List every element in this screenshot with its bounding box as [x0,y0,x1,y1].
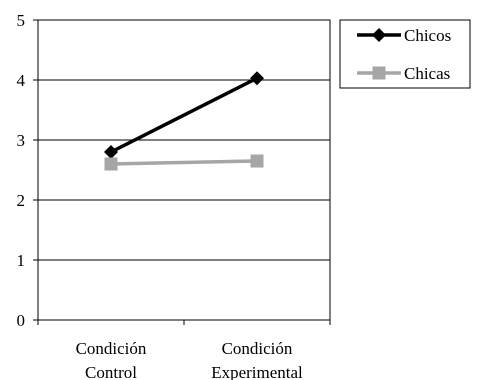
x-category-label: Control [85,363,137,380]
legend-label: Chicas [404,64,450,83]
data-point-chicas [250,154,264,168]
legend-box [339,19,471,89]
y-tick-label: 5 [17,11,26,30]
data-point-chicos [104,145,118,159]
plot-frame [37,19,331,321]
legend-item: Chicas [357,64,450,83]
y-tick-label: 0 [17,311,26,330]
y-tick-label: 1 [17,251,26,270]
data-point-chicas [104,157,118,171]
y-axis: 0 1 2 3 4 5 [17,11,38,330]
y-tick-label: 3 [17,131,26,150]
plot-area: 0 1 2 3 4 5 Condición Control Condición Experime… [17,11,331,380]
gridlines [38,79,330,261]
x-category-label: Condición [222,339,293,358]
legend-items: Chicos Chicas [357,26,451,83]
x-category-label: Condición [76,339,147,358]
y-tick-label: 2 [17,191,26,210]
legend-marker [372,66,386,80]
legend-marker [372,28,386,42]
x-category-label: Experimental [211,363,303,380]
legend-item: Chicos [357,26,451,45]
x-axis: Condición Control Condición Experimental [37,320,331,380]
y-tick-label: 4 [17,71,26,90]
series-line-chicos [110,76,258,154]
series-layer [104,71,264,171]
legend: Chicos Chicas [339,19,471,89]
data-point-chicos [250,71,264,86]
series-line-chicas [110,159,258,166]
legend-label: Chicos [404,26,451,45]
